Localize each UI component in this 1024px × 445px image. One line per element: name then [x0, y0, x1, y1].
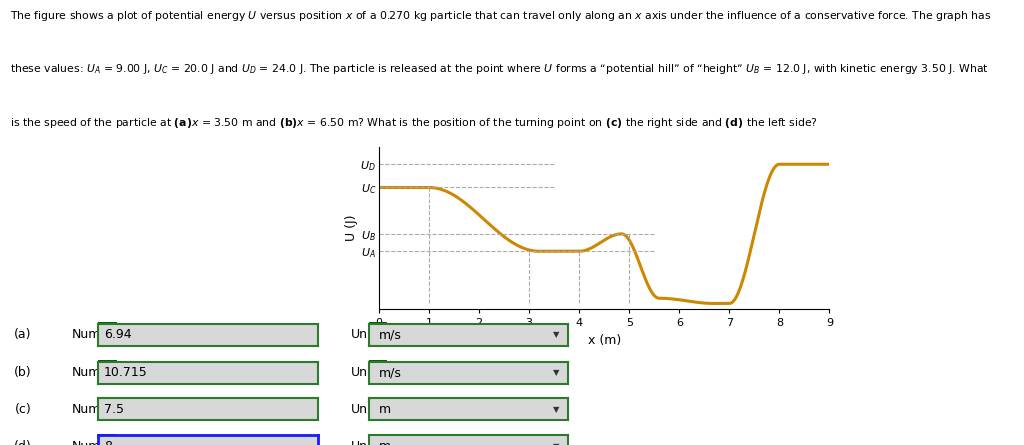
Text: these values: $U_A$ = 9.00 J, $U_C$ = 20.0 J and $U_D$ = 24.0 J. The particle is: these values: $U_A$ = 9.00 J, $U_C$ = 20… — [10, 62, 989, 76]
Text: Number: Number — [72, 440, 122, 445]
Text: ✓: ✓ — [375, 324, 381, 332]
Text: The figure shows a plot of potential energy $U$ versus position $x$ of a 0.270 k: The figure shows a plot of potential ene… — [10, 9, 992, 23]
Text: x: x — [105, 435, 110, 444]
Text: Units: Units — [350, 328, 383, 341]
X-axis label: x (m): x (m) — [588, 334, 621, 347]
Text: Number: Number — [72, 403, 122, 416]
Text: ✓: ✓ — [104, 324, 111, 332]
Text: (a): (a) — [14, 328, 32, 341]
Text: Units: Units — [350, 403, 383, 416]
Text: 7.5: 7.5 — [103, 403, 124, 416]
Y-axis label: U (J): U (J) — [345, 215, 357, 241]
Text: ▼: ▼ — [553, 405, 559, 414]
Text: Number: Number — [72, 366, 122, 379]
Text: m/s: m/s — [379, 328, 401, 341]
Text: (b): (b) — [14, 366, 32, 379]
Text: m/s: m/s — [379, 366, 401, 379]
Text: (d): (d) — [14, 440, 32, 445]
Text: 6.94: 6.94 — [103, 328, 131, 341]
Text: 8: 8 — [103, 440, 112, 445]
Text: 10.715: 10.715 — [103, 366, 147, 379]
Text: ✓: ✓ — [104, 398, 111, 407]
Text: (c): (c) — [14, 403, 32, 416]
Text: ✓: ✓ — [375, 435, 381, 444]
Text: m: m — [379, 403, 391, 416]
Text: ▼: ▼ — [553, 368, 559, 377]
Text: Units: Units — [350, 440, 383, 445]
Text: m: m — [379, 440, 391, 445]
Text: Units: Units — [350, 366, 383, 379]
Text: ✓: ✓ — [375, 398, 381, 407]
Text: ▼: ▼ — [553, 330, 559, 340]
Text: Number: Number — [72, 328, 122, 341]
Text: ▼: ▼ — [553, 441, 559, 445]
Text: ✓: ✓ — [375, 361, 381, 370]
Text: ✓: ✓ — [104, 361, 111, 370]
Text: is the speed of the particle at $\mathbf{(a)}$$x$ = 3.50 m and $\mathbf{(b)}$$x$: is the speed of the particle at $\mathbf… — [10, 116, 818, 129]
